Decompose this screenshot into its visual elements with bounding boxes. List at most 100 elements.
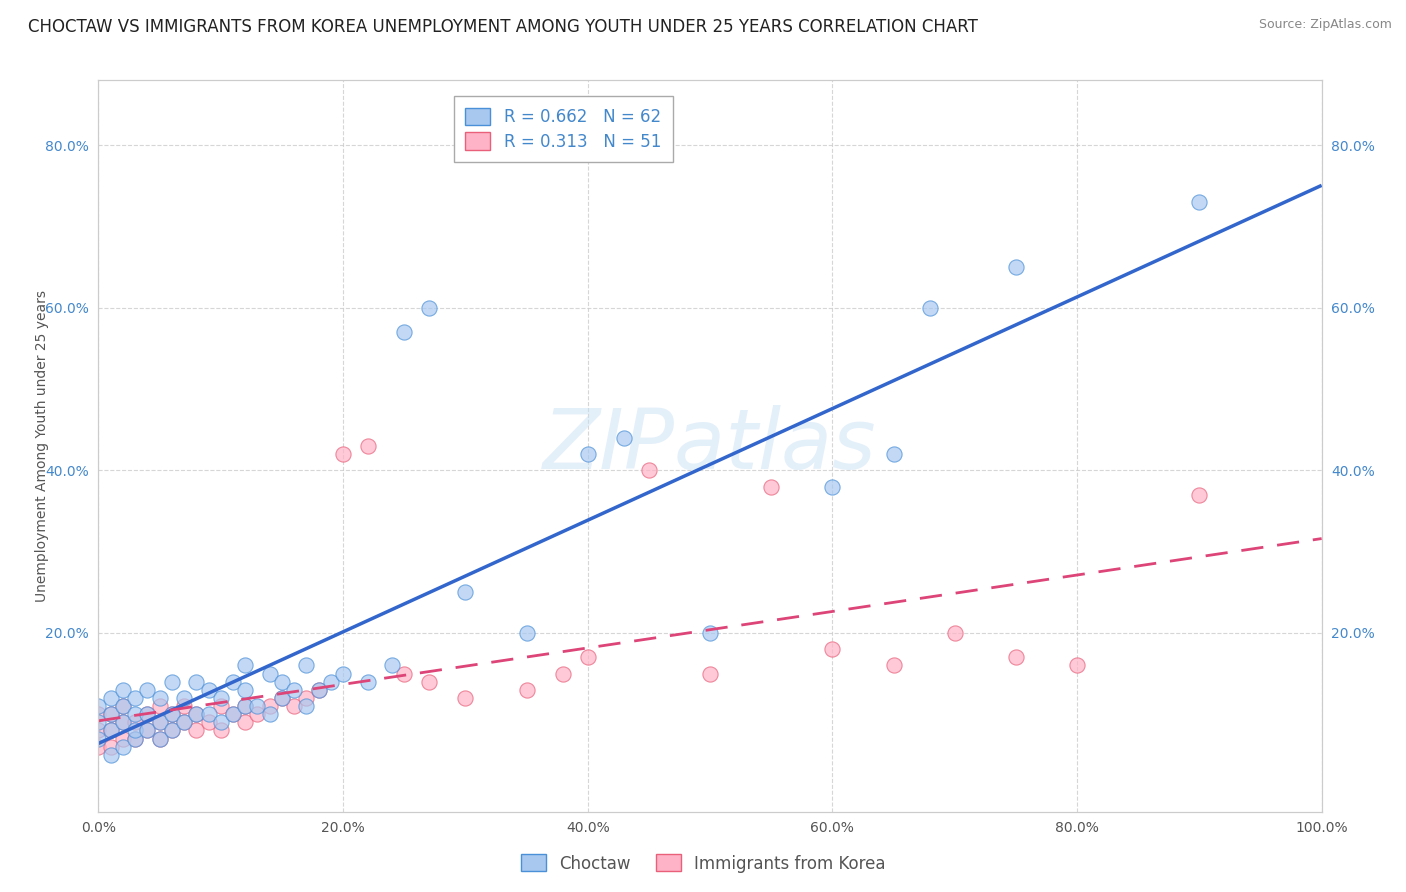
Point (124, 690, 146, 705)
Point (295, 658, 318, 673)
Point (197, 715, 219, 730)
Point (160, 707, 183, 722)
Point (319, 674, 342, 689)
Point (270, 690, 294, 705)
Point (308, 682, 330, 697)
Point (233, 682, 256, 697)
Point (209, 715, 232, 730)
Point (233, 715, 256, 730)
Point (246, 707, 269, 722)
Text: CHOCTAW VS IMMIGRANTS FROM KOREA UNEMPLOYMENT AMONG YOUTH UNDER 25 YEARS CORRELA: CHOCTAW VS IMMIGRANTS FROM KOREA UNEMPLO… (28, 18, 979, 36)
Point (1188, 488, 1211, 502)
Point (186, 707, 208, 722)
Point (613, 431, 636, 445)
Point (124, 731, 146, 746)
Point (209, 690, 232, 705)
Point (136, 682, 159, 697)
Point (111, 715, 134, 730)
Point (111, 699, 134, 714)
Point (222, 674, 245, 689)
Point (160, 723, 183, 738)
Point (270, 690, 294, 705)
Point (356, 439, 378, 453)
Point (100, 739, 122, 754)
Point (160, 674, 183, 689)
Point (576, 650, 599, 665)
Point (283, 699, 305, 714)
Point (222, 707, 245, 722)
Point (149, 715, 172, 730)
Point (454, 690, 477, 705)
Point (761, 480, 783, 494)
Point (173, 715, 195, 730)
Point (197, 707, 219, 722)
Point (209, 723, 232, 738)
Point (124, 715, 146, 730)
Point (259, 666, 281, 681)
Point (222, 707, 245, 722)
Point (1066, 658, 1088, 673)
Point (111, 739, 134, 754)
Point (100, 723, 122, 738)
Legend: Choctaw, Immigrants from Korea: Choctaw, Immigrants from Korea (515, 847, 891, 880)
Point (173, 715, 195, 730)
Point (1188, 195, 1211, 210)
Point (392, 325, 416, 339)
Text: ZIPatlas: ZIPatlas (543, 406, 877, 486)
Point (87, 723, 110, 738)
Point (454, 585, 477, 599)
Point (246, 699, 269, 714)
Point (136, 707, 159, 722)
Legend: R = 0.662   N = 62, R = 0.313   N = 51: R = 0.662 N = 62, R = 0.313 N = 51 (454, 96, 672, 162)
Y-axis label: Unemployment Among Youth under 25 years: Unemployment Among Youth under 25 years (35, 290, 49, 602)
Point (418, 674, 440, 689)
Point (821, 642, 844, 657)
Point (186, 723, 208, 738)
Point (136, 707, 159, 722)
Point (283, 682, 305, 697)
Point (100, 723, 122, 738)
Point (233, 699, 256, 714)
Point (1004, 260, 1026, 275)
Point (100, 707, 122, 722)
Point (308, 682, 330, 697)
Point (124, 731, 146, 746)
Point (576, 447, 599, 461)
Point (233, 699, 256, 714)
Point (136, 723, 159, 738)
Point (173, 690, 195, 705)
Point (295, 690, 318, 705)
Point (883, 658, 905, 673)
Point (111, 715, 134, 730)
Point (332, 666, 354, 681)
Point (821, 480, 844, 494)
Point (149, 731, 172, 746)
Point (87, 731, 110, 746)
Point (883, 447, 905, 461)
Text: Source: ZipAtlas.com: Source: ZipAtlas.com (1258, 18, 1392, 31)
Point (356, 674, 378, 689)
Point (515, 626, 537, 640)
Point (100, 690, 122, 705)
Point (418, 301, 440, 315)
Point (149, 699, 172, 714)
Point (699, 666, 721, 681)
Point (111, 682, 134, 697)
Point (553, 666, 575, 681)
Point (1004, 650, 1026, 665)
Point (197, 682, 219, 697)
Point (87, 739, 110, 754)
Point (186, 674, 208, 689)
Point (136, 723, 159, 738)
Point (392, 666, 416, 681)
Point (87, 707, 110, 722)
Point (186, 707, 208, 722)
Point (638, 463, 661, 477)
Point (699, 626, 721, 640)
Point (920, 301, 942, 315)
Point (943, 626, 966, 640)
Point (149, 690, 172, 705)
Point (209, 699, 232, 714)
Point (100, 747, 122, 762)
Point (295, 699, 318, 714)
